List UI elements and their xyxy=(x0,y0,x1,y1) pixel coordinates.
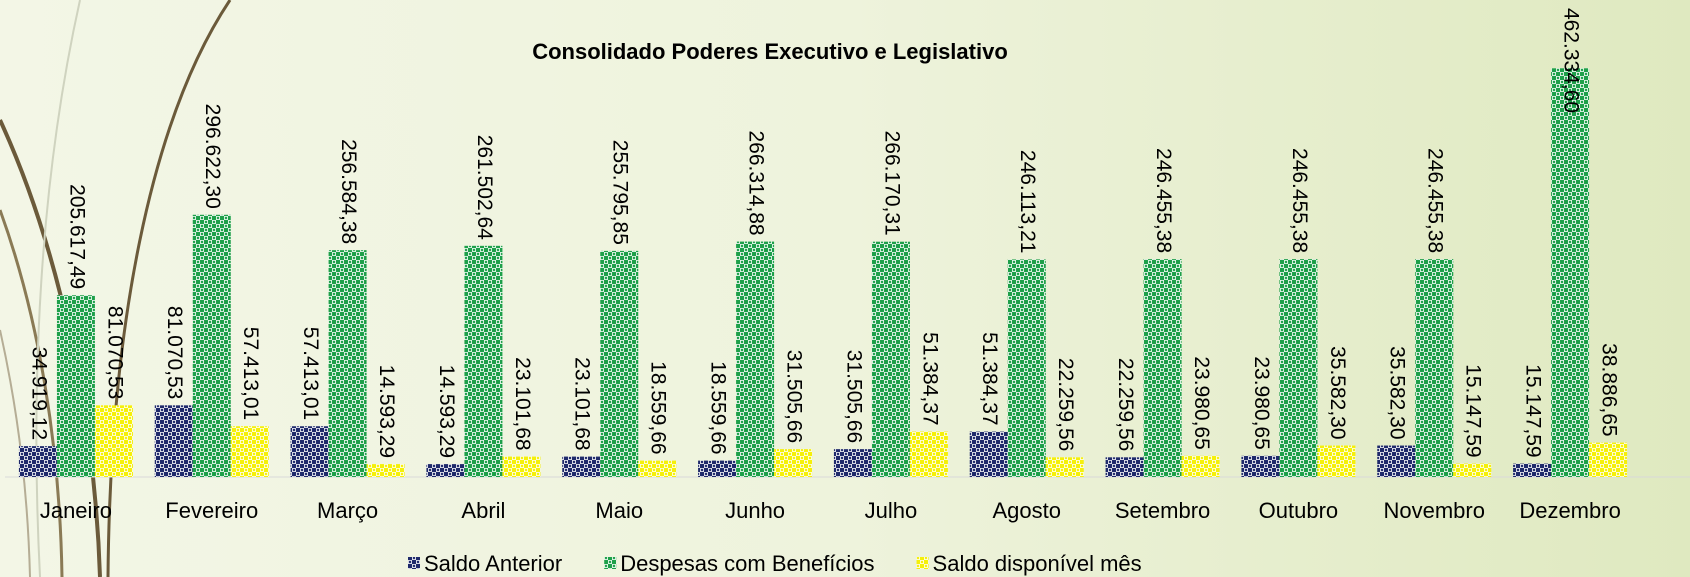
bar xyxy=(1045,457,1084,477)
data-label: 81.070,53 xyxy=(103,306,126,399)
data-label: 15.147,59 xyxy=(1462,364,1485,457)
data-label: 266.314,88 xyxy=(745,130,768,235)
data-label: 22.259,56 xyxy=(1054,358,1077,451)
data-label: 296.622,30 xyxy=(201,104,224,209)
data-label: 23.980,65 xyxy=(1190,356,1213,449)
bar xyxy=(464,245,503,477)
data-label: 462.334,60 xyxy=(1560,8,1583,113)
x-tick-label: Janeiro xyxy=(40,498,112,523)
data-label: 51.384,37 xyxy=(918,332,941,425)
bar xyxy=(502,456,541,477)
legend-swatch xyxy=(604,557,617,569)
bar xyxy=(366,464,405,477)
legend-swatch xyxy=(916,557,929,569)
bar xyxy=(1551,68,1590,478)
data-label: 34.919,12 xyxy=(27,347,50,440)
legend-label: Saldo Anterior xyxy=(424,551,562,576)
data-label: 23.980,65 xyxy=(1250,356,1273,449)
bar xyxy=(426,464,465,477)
bar xyxy=(736,241,775,477)
bar xyxy=(1513,463,1552,477)
data-label: 205.617,49 xyxy=(65,184,88,289)
data-label: 57.413,01 xyxy=(239,327,262,420)
bar xyxy=(1181,455,1220,477)
x-tick-label: Junho xyxy=(725,498,785,523)
x-tick-label: Novembro xyxy=(1384,498,1485,523)
bar xyxy=(1241,455,1280,477)
data-label: 22.259,56 xyxy=(1114,358,1137,451)
bar xyxy=(94,405,133,477)
bar xyxy=(18,446,57,477)
legend-label: Despesas com Benefícios xyxy=(620,551,874,576)
data-label: 23.101,68 xyxy=(571,357,594,450)
x-tick-label: Março xyxy=(317,498,378,523)
bar xyxy=(562,456,601,477)
data-label: 14.593,29 xyxy=(375,365,398,458)
bar xyxy=(909,431,948,477)
data-label: 14.593,29 xyxy=(435,365,458,458)
data-label: 255.795,85 xyxy=(609,140,632,245)
bar xyxy=(969,431,1008,477)
x-tick-label: Fevereiro xyxy=(165,498,258,523)
bar xyxy=(871,241,910,477)
bar xyxy=(600,250,639,477)
bar xyxy=(290,426,329,477)
x-tick-label: Outubro xyxy=(1259,498,1339,523)
bar xyxy=(1279,259,1318,477)
bar xyxy=(638,460,677,477)
data-label: 38.886,65 xyxy=(1598,343,1621,436)
bar xyxy=(1453,463,1492,477)
data-label: 266.170,31 xyxy=(880,131,903,236)
data-label: 35.582,30 xyxy=(1326,346,1349,439)
data-label: 246.455,38 xyxy=(1424,148,1447,253)
data-label: 31.505,66 xyxy=(783,350,806,443)
data-label: 18.559,66 xyxy=(647,361,670,454)
data-label: 246.455,38 xyxy=(1288,148,1311,253)
bar xyxy=(774,449,813,477)
data-label: 18.559,66 xyxy=(707,361,730,454)
bar xyxy=(1415,259,1454,477)
x-tick-label: Abril xyxy=(461,498,505,523)
x-tick-label: Agosto xyxy=(993,498,1062,523)
bar xyxy=(1105,457,1144,477)
bar xyxy=(192,214,231,477)
data-label: 51.384,37 xyxy=(978,332,1001,425)
data-label: 261.502,64 xyxy=(473,135,496,240)
bar xyxy=(1589,442,1628,477)
data-label: 246.455,38 xyxy=(1152,148,1175,253)
bar xyxy=(698,460,737,477)
data-label: 31.505,66 xyxy=(842,350,865,443)
bar xyxy=(328,250,367,477)
bar xyxy=(833,449,872,477)
x-tick-label: Julho xyxy=(865,498,918,523)
bar xyxy=(154,405,193,477)
x-tick-label: Maio xyxy=(595,498,643,523)
legend-label: Saldo disponível mês xyxy=(933,551,1142,576)
data-label: 15.147,59 xyxy=(1522,364,1545,457)
bar xyxy=(1007,259,1046,477)
bar xyxy=(56,295,95,477)
data-label: 23.101,68 xyxy=(511,357,534,450)
x-tick-label: Dezembro xyxy=(1519,498,1620,523)
data-label: 81.070,53 xyxy=(163,306,186,399)
chart-title: Consolidado Poderes Executivo e Legislat… xyxy=(532,39,1008,64)
data-label: 256.584,38 xyxy=(337,139,360,244)
legend: Saldo Anterior Despesas com Benefícios Sal… xyxy=(408,551,1142,576)
data-label: 35.582,30 xyxy=(1386,346,1409,439)
bar xyxy=(1143,259,1182,477)
data-label: 246.113,21 xyxy=(1016,150,1039,254)
legend-swatch xyxy=(408,557,420,569)
bar xyxy=(1377,445,1416,477)
x-tick-label: Setembro xyxy=(1115,498,1210,523)
data-label: 57.413,01 xyxy=(299,327,322,420)
bar xyxy=(1317,445,1356,477)
bar xyxy=(230,426,269,477)
